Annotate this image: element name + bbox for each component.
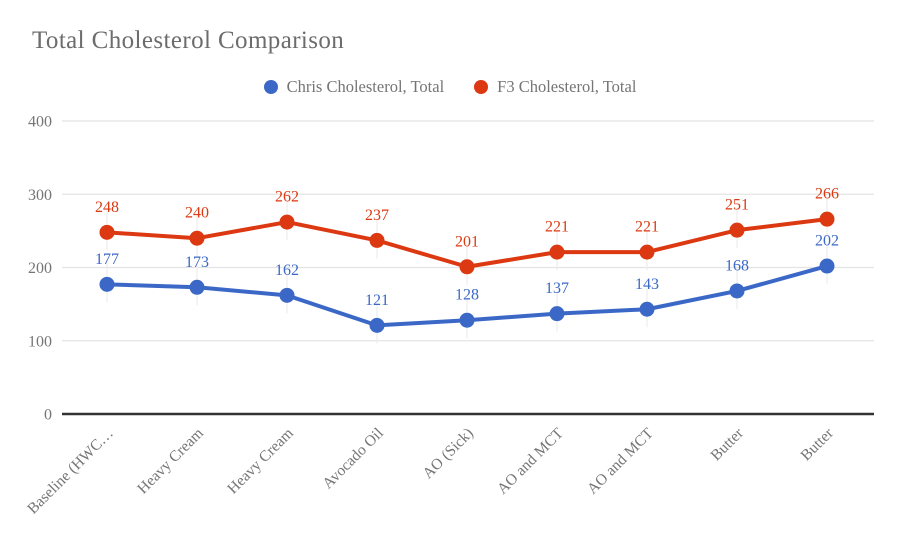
data-point[interactable] <box>459 312 475 328</box>
legend-swatch-chris-icon <box>263 80 278 94</box>
y-axis-tick-label: 0 <box>44 407 52 424</box>
data-point-label: 128 <box>455 287 479 304</box>
data-point[interactable] <box>549 244 565 260</box>
data-point-label: 168 <box>725 257 749 274</box>
x-axis-label: Avocado Oil <box>319 425 387 493</box>
y-axis-tick-label: 100 <box>28 333 52 350</box>
data-point[interactable] <box>639 244 655 260</box>
data-point[interactable] <box>189 230 205 246</box>
legend-item-f3[interactable]: F3 Cholesterol, Total <box>474 77 636 97</box>
data-point-label: 240 <box>185 205 209 222</box>
chart-legend: Chris Cholesterol, Total F3 Cholesterol,… <box>0 77 900 97</box>
legend-item-chris[interactable]: Chris Cholesterol, Total <box>263 77 445 97</box>
data-point-label: 221 <box>545 219 569 236</box>
data-point[interactable] <box>549 306 565 322</box>
chart-title: Total Cholesterol Comparison <box>32 27 345 54</box>
data-point[interactable] <box>459 259 475 275</box>
data-point-label: 221 <box>635 219 659 236</box>
data-point[interactable] <box>189 279 205 295</box>
data-point[interactable] <box>729 283 745 299</box>
data-point-label: 266 <box>815 186 839 203</box>
data-point[interactable] <box>819 258 835 274</box>
data-point[interactable] <box>99 224 115 240</box>
x-axis-label: AO (Sick) <box>419 425 476 482</box>
legend-label-f3: F3 Cholesterol, Total <box>497 77 637 96</box>
data-point-label: 121 <box>365 292 389 309</box>
data-point[interactable] <box>369 232 385 248</box>
x-axis-label: Baseline (HWC… <box>24 425 117 518</box>
data-point-label: 262 <box>275 189 299 206</box>
y-axis-tick-label: 200 <box>28 260 52 277</box>
data-point[interactable] <box>279 214 295 230</box>
data-point[interactable] <box>639 301 655 317</box>
x-axis-label: Heavy Cream <box>224 425 297 498</box>
data-point[interactable] <box>369 317 385 333</box>
data-point[interactable] <box>819 211 835 227</box>
data-point-label: 251 <box>725 197 749 214</box>
x-axis-label: AO and MCT <box>494 424 567 497</box>
y-axis-tick-label: 400 <box>28 114 52 131</box>
data-point-label: 173 <box>185 254 209 271</box>
legend-label-chris: Chris Cholesterol, Total <box>286 77 445 96</box>
data-point-label: 201 <box>455 233 479 250</box>
data-point-label: 248 <box>95 199 119 216</box>
x-axis-label: Butter <box>707 424 747 464</box>
x-axis-label: Heavy Cream <box>134 425 207 498</box>
x-axis-label: AO and MCT <box>584 424 657 497</box>
data-point-label: 237 <box>365 207 389 224</box>
data-point-label: 143 <box>635 276 659 293</box>
x-axis-label: Butter <box>797 424 837 464</box>
data-point-label: 162 <box>275 262 299 279</box>
data-point-label: 202 <box>815 233 839 250</box>
data-point[interactable] <box>279 287 295 303</box>
data-point-label: 177 <box>95 251 119 268</box>
legend-swatch-f3-icon <box>474 80 489 94</box>
y-axis-tick-label: 300 <box>28 187 52 204</box>
data-point[interactable] <box>729 222 745 238</box>
data-point-label: 137 <box>545 280 569 297</box>
data-point[interactable] <box>99 276 115 292</box>
